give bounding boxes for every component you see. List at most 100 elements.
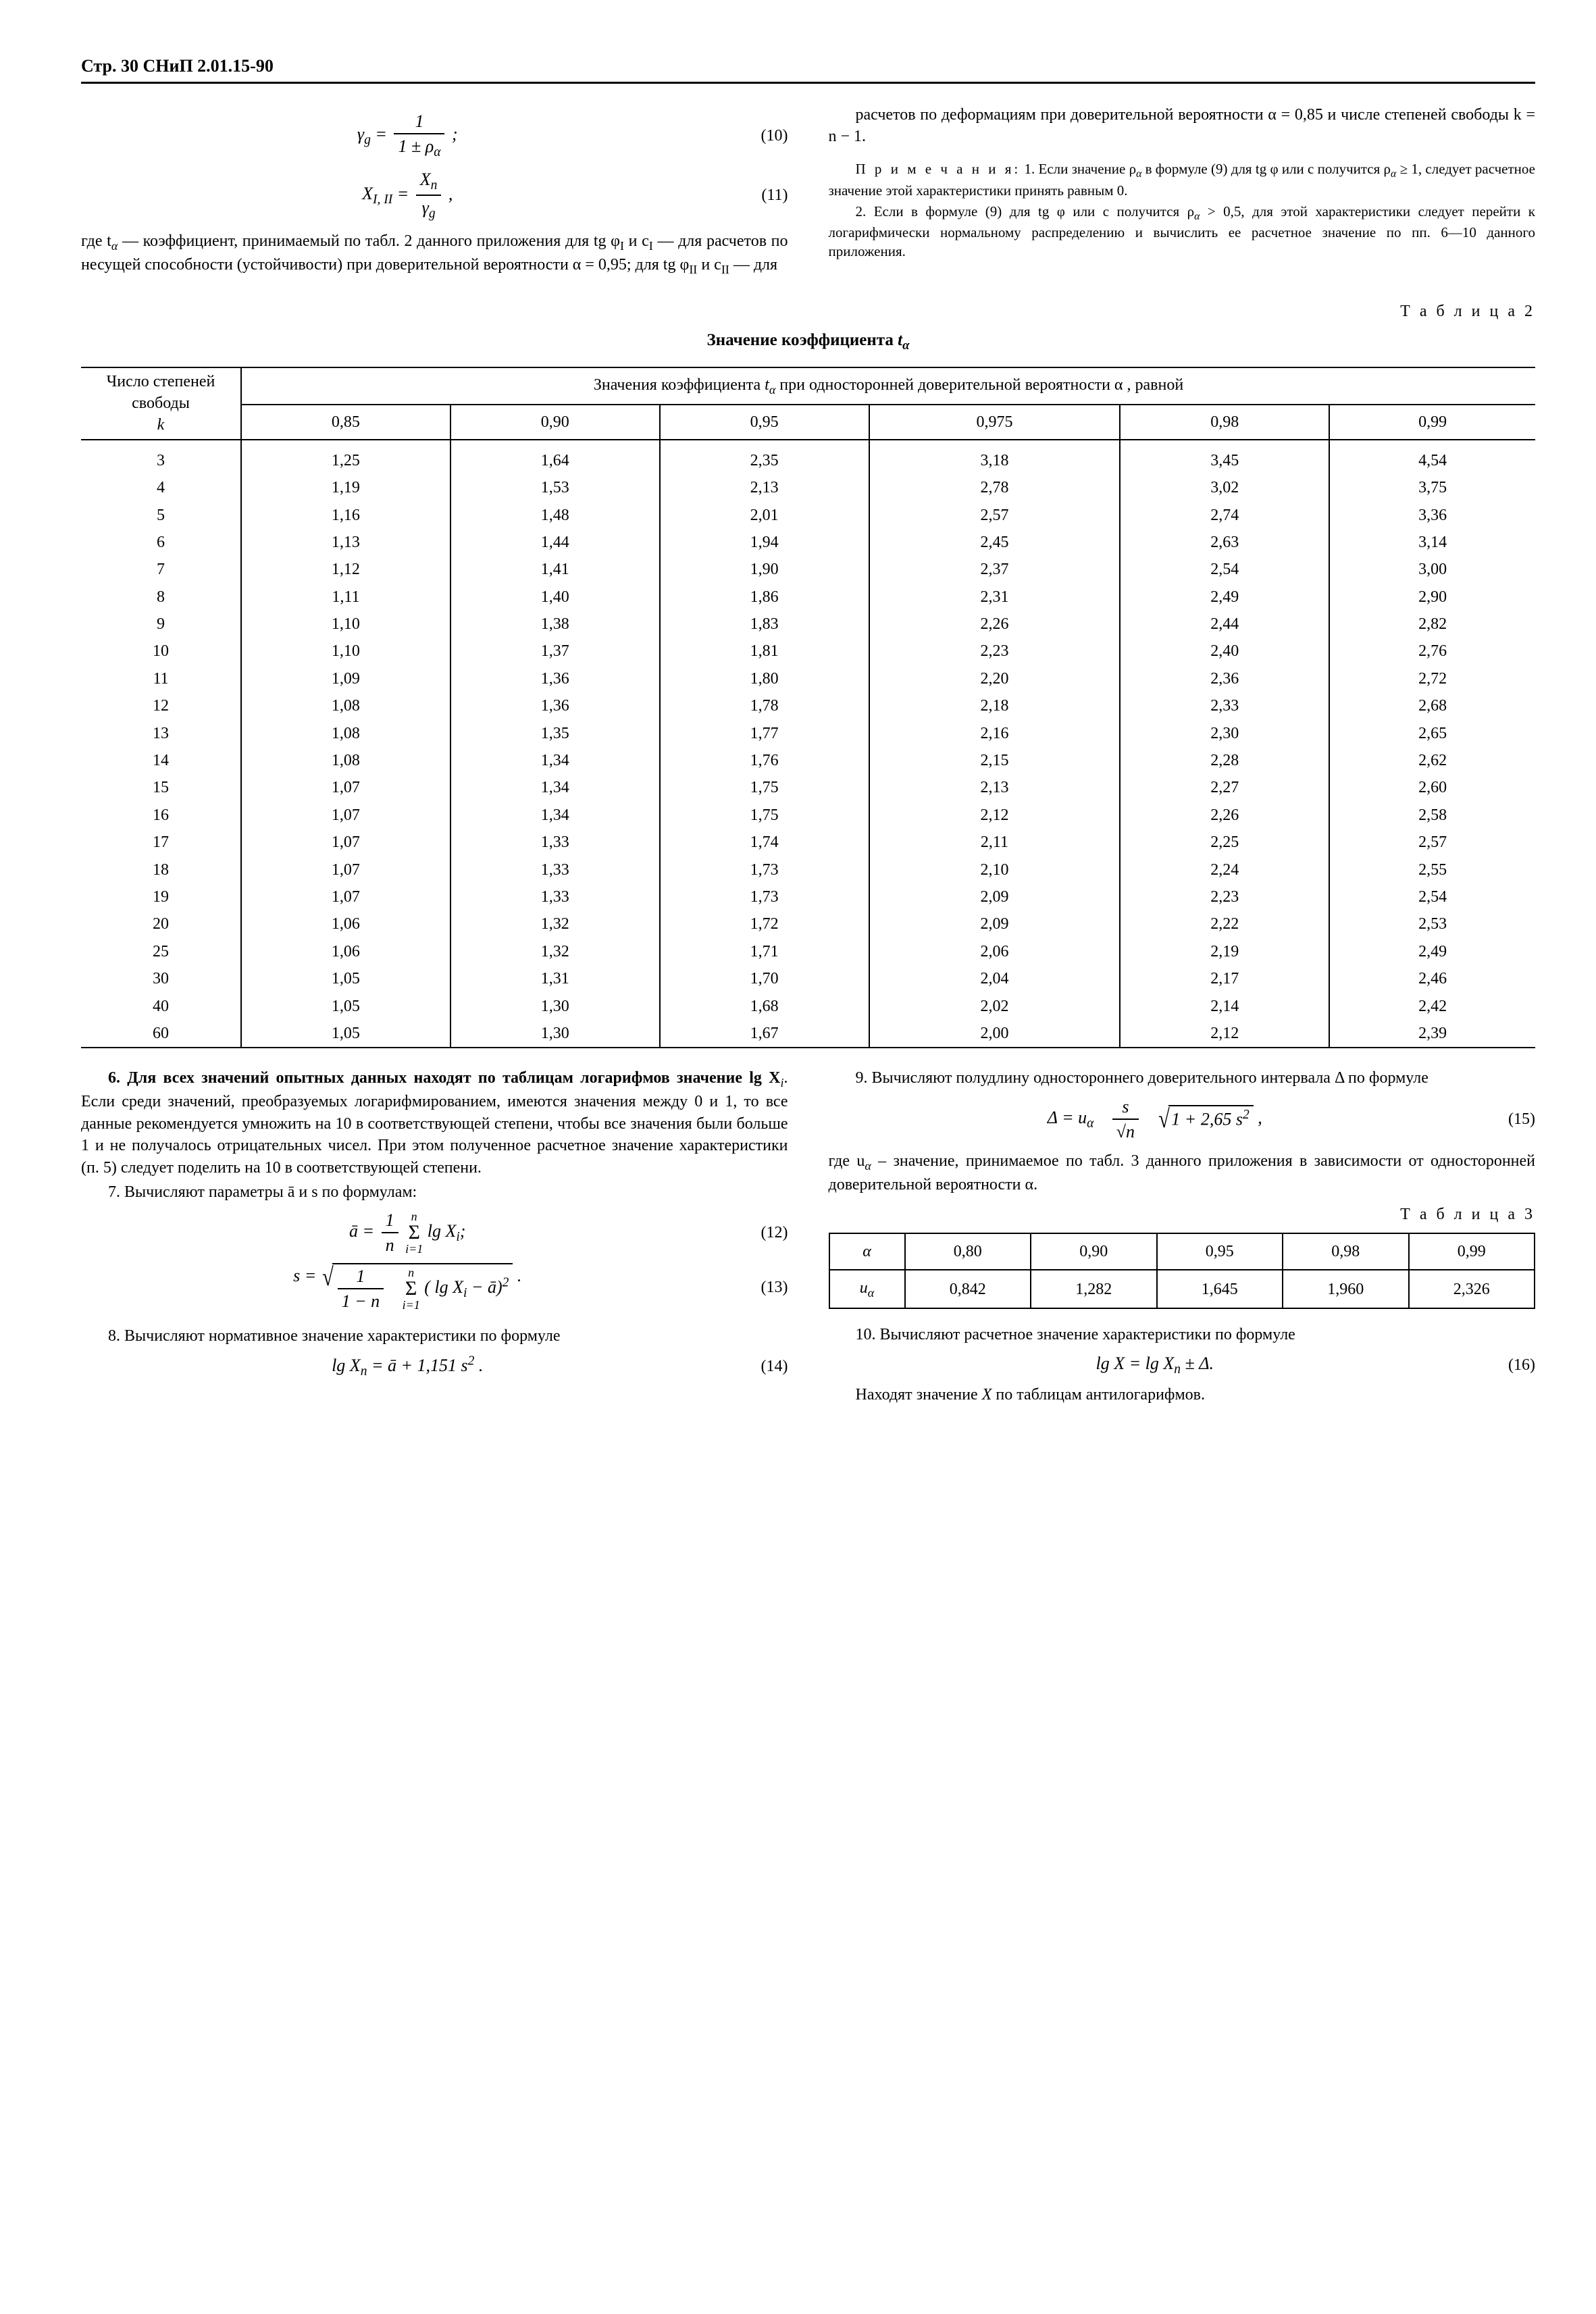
- table2-value-cell: 1,34: [451, 802, 660, 829]
- eq10-frac: 1 1 ± ρα: [394, 109, 444, 162]
- table2-k-cell: 25: [81, 938, 241, 965]
- table2-value-cell: 1,32: [451, 910, 660, 937]
- table2-value-cell: 1,48: [451, 502, 660, 529]
- table2-k-cell: 11: [81, 665, 241, 692]
- table-row: 161,071,341,752,122,262,58: [81, 802, 1535, 829]
- eq13-label: (13): [734, 1277, 788, 1298]
- table2-value-cell: 2,78: [869, 474, 1121, 501]
- table2-value-cell: 1,07: [241, 856, 451, 883]
- para-10: 10. Вычисляют расчетное значение характе…: [829, 1324, 1536, 1345]
- table2-value-cell: 2,60: [1329, 774, 1535, 801]
- table2-value-cell: 2,15: [869, 747, 1121, 774]
- table2-k-cell: 5: [81, 502, 241, 529]
- table2-value-cell: 2,20: [869, 665, 1121, 692]
- eq12-body: lg Xi;: [428, 1221, 466, 1241]
- table2-value-cell: 1,64: [451, 440, 660, 474]
- table2-value-cell: 1,08: [241, 692, 451, 719]
- table2-value-cell: 2,49: [1329, 938, 1535, 965]
- table-row: 51,161,482,012,572,743,36: [81, 502, 1535, 529]
- table-row: 31,251,642,353,183,454,54: [81, 440, 1535, 474]
- table2-value-cell: 2,23: [1120, 883, 1329, 910]
- table2-value-cell: 2,26: [1120, 802, 1329, 829]
- eq10-equals: =: [375, 124, 391, 144]
- eq14-body: lg Xn = ā + 1,151 s2 .: [332, 1356, 483, 1375]
- table2-value-cell: 1,30: [451, 1020, 660, 1048]
- table2-value-cell: 1,05: [241, 1020, 451, 1048]
- table2-value-cell: 2,58: [1329, 802, 1535, 829]
- table2-value-cell: 3,02: [1120, 474, 1329, 501]
- note-1: П р и м е ч а н и я: 1. Если значение ρα…: [829, 160, 1536, 200]
- table2-head-k: Число степеней свободыk: [81, 367, 241, 440]
- table2-value-cell: 3,00: [1329, 556, 1535, 583]
- table-row: 111,091,361,802,202,362,72: [81, 665, 1535, 692]
- table2-k-cell: 6: [81, 529, 241, 556]
- table-row: 601,051,301,672,002,122,39: [81, 1020, 1535, 1048]
- table2-k-cell: 20: [81, 910, 241, 937]
- para-9: 9. Вычисляют полудлину одностороннего до…: [829, 1067, 1536, 1089]
- table2-value-cell: 2,26: [869, 611, 1121, 638]
- eq12-frac: 1 n: [382, 1208, 398, 1257]
- equation-11: XI, II = Xn γg , (11): [81, 168, 788, 224]
- table2-value-cell: 2,35: [660, 440, 869, 474]
- table2-value-cell: 1,36: [451, 665, 660, 692]
- table2-value-cell: 1,38: [451, 611, 660, 638]
- table2-value-cell: 1,41: [451, 556, 660, 583]
- table2-value-cell: 2,57: [869, 502, 1121, 529]
- table2-k-cell: 9: [81, 611, 241, 638]
- table-row: 171,071,331,742,112,252,57: [81, 829, 1535, 856]
- table2-value-cell: 1,86: [660, 584, 869, 611]
- table2-value-cell: 2,28: [1120, 747, 1329, 774]
- table2-value-cell: 2,90: [1329, 584, 1535, 611]
- table2-value-cell: 2,42: [1329, 993, 1535, 1020]
- table2-value-cell: 3,18: [869, 440, 1121, 474]
- table2-k-cell: 14: [81, 747, 241, 774]
- table2-value-cell: 1,05: [241, 965, 451, 992]
- table2-value-cell: 3,14: [1329, 529, 1535, 556]
- table2-k-cell: 10: [81, 638, 241, 665]
- table2-value-cell: 2,24: [1120, 856, 1329, 883]
- table2-value-cell: 2,33: [1120, 692, 1329, 719]
- equation-13: s = √ 1 1 − n n Σ i=1: [81, 1263, 788, 1313]
- table2-value-cell: 1,07: [241, 802, 451, 829]
- table2-value-cell: 1,75: [660, 802, 869, 829]
- equation-16: lg X = lg Xn ± Δ. (16): [829, 1352, 1536, 1379]
- table2-value-cell: 1,10: [241, 638, 451, 665]
- table2-value-cell: 1,25: [241, 440, 451, 474]
- table2-value-cell: 1,07: [241, 774, 451, 801]
- table2-k-cell: 16: [81, 802, 241, 829]
- top-right-col: расчетов по деформациям при доверительно…: [829, 104, 1536, 280]
- eq15-sqrt: √ 1 + 2,65 s2: [1157, 1105, 1253, 1131]
- table2-value-cell: 1,90: [660, 556, 869, 583]
- table2-value-cell: 2,53: [1329, 910, 1535, 937]
- table2-value-cell: 4,54: [1329, 440, 1535, 474]
- table2-value-cell: 2,55: [1329, 856, 1535, 883]
- table2-value-cell: 2,30: [1120, 720, 1329, 747]
- page-header: Стр. 30 СНиП 2.01.15-90: [81, 54, 1535, 84]
- eq13-lhs: s =: [293, 1266, 321, 1285]
- table2-value-cell: 1,07: [241, 883, 451, 910]
- table2-value-cell: 1,81: [660, 638, 869, 665]
- table3-value-cell: 1,282: [1031, 1270, 1157, 1308]
- table2-value-cell: 1,73: [660, 856, 869, 883]
- table2-value-cell: 1,06: [241, 938, 451, 965]
- table2-value-cell: 1,76: [660, 747, 869, 774]
- eq11-label: (11): [734, 184, 788, 206]
- eq15-frac: s √n: [1112, 1095, 1139, 1143]
- table2-value-cell: 2,04: [869, 965, 1121, 992]
- top-left-col: γg = 1 1 ± ρα ; (10) XI, II = Xn γg ,: [81, 104, 788, 280]
- table2-value-cell: 2,12: [1120, 1020, 1329, 1048]
- table2-value-cell: 1,36: [451, 692, 660, 719]
- table2-value-cell: 2,46: [1329, 965, 1535, 992]
- table2-value-cell: 1,73: [660, 883, 869, 910]
- table2-k-cell: 60: [81, 1020, 241, 1048]
- table2-value-cell: 1,53: [451, 474, 660, 501]
- eq10-num: 1: [394, 109, 444, 134]
- table2-k-cell: 30: [81, 965, 241, 992]
- table2-value-cell: 2,65: [1329, 720, 1535, 747]
- table2-head: Число степеней свободыk Значения коэффиц…: [81, 367, 1535, 440]
- bottom-left-col: 6. Для всех значений опытных данных нахо…: [81, 1067, 788, 1408]
- table-row: 401,051,301,682,022,142,42: [81, 993, 1535, 1020]
- table-row: 151,071,341,752,132,272,60: [81, 774, 1535, 801]
- table2-value-cell: 1,32: [451, 938, 660, 965]
- eq11-num: Xn: [416, 168, 442, 197]
